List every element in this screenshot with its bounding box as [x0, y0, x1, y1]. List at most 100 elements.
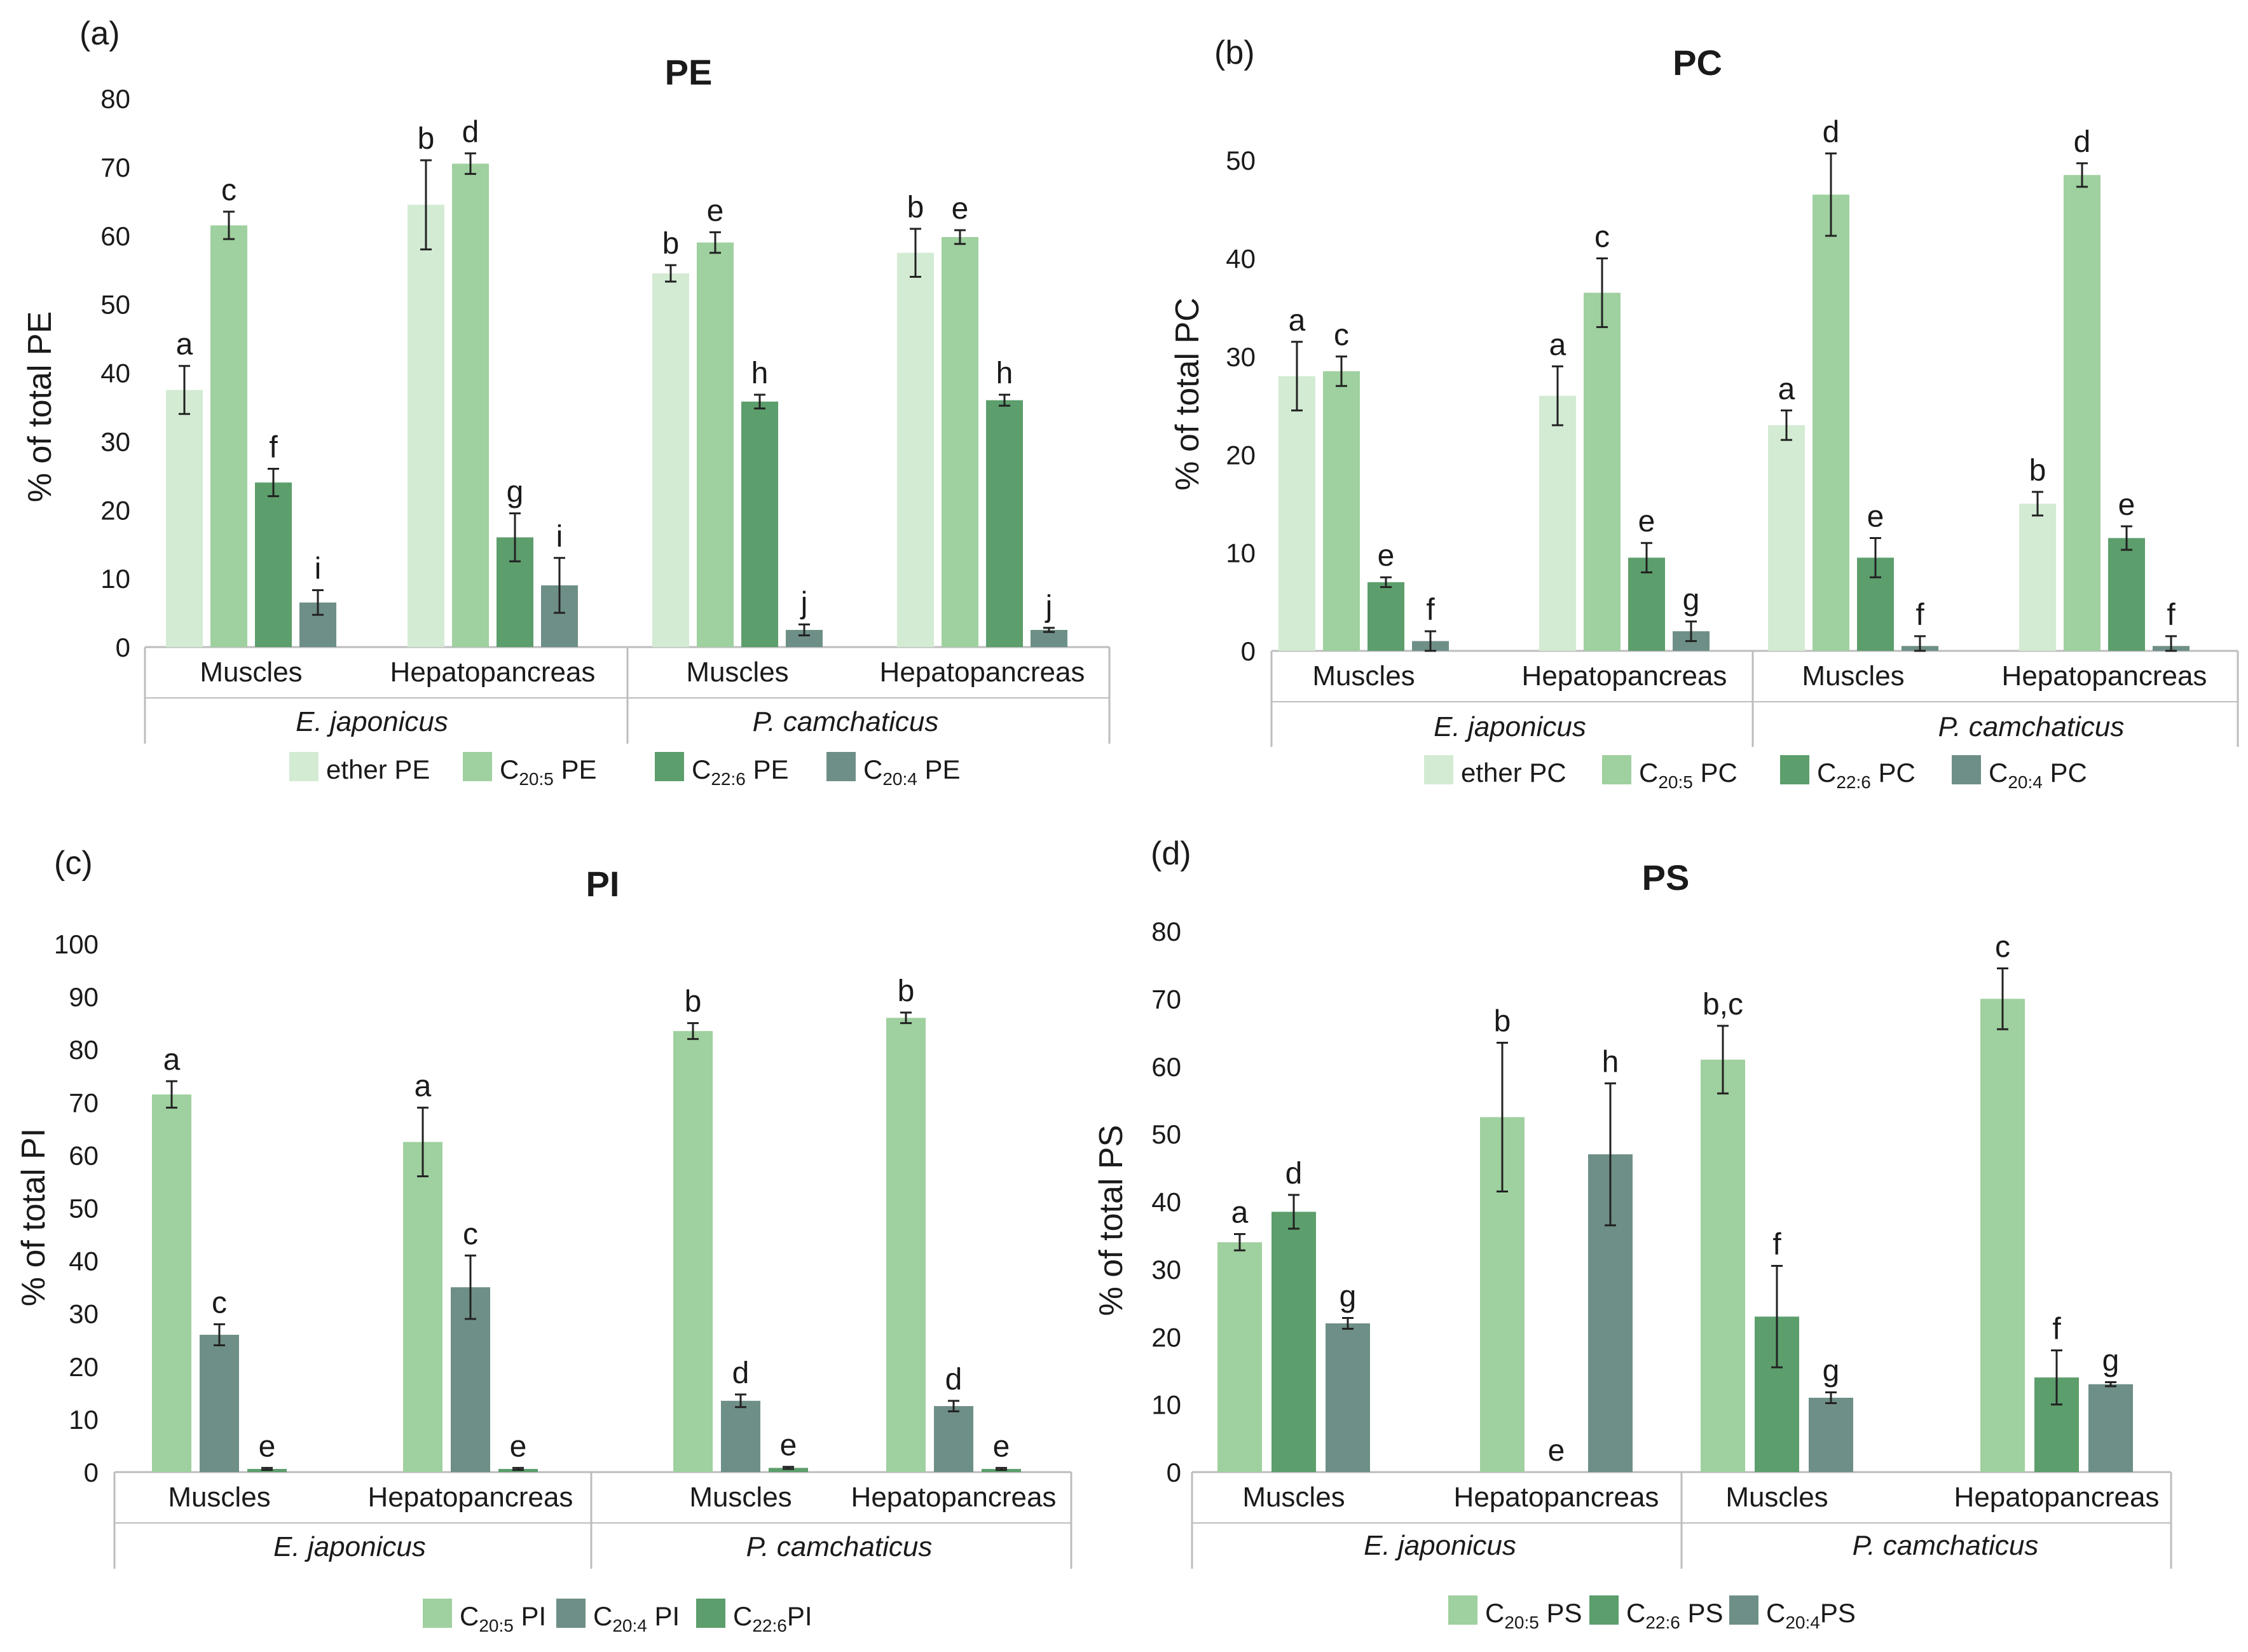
significance-letter: f [2052, 1313, 2061, 1346]
legend-swatch-c226 [1780, 755, 1809, 784]
legend-entry-c205: C20:5 PE [500, 754, 597, 789]
legend-text: ether PC [1461, 758, 1566, 788]
y-tick-label: 0 [1241, 636, 1256, 666]
legend-text: C [460, 1601, 479, 1631]
legend-entry-ether: ether PC [1461, 758, 1566, 788]
significance-letter: h [1602, 1045, 1619, 1079]
panel-label: (a) [79, 15, 120, 52]
significance-letter: a [1549, 328, 1566, 362]
significance-letter: b [898, 974, 915, 1008]
group-label: P. camchaticus [746, 1531, 933, 1562]
significance-letter: c [463, 1217, 478, 1251]
bar-ether [1768, 425, 1805, 651]
category-label: Hepatopancreas [880, 657, 1085, 688]
category-label: Hepatopancreas [368, 1482, 573, 1513]
y-tick-label: 50 [1226, 146, 1256, 175]
panel-label: (b) [1214, 34, 1255, 71]
bar-c205 [152, 1094, 191, 1472]
y-tick-label: 50 [100, 290, 130, 320]
significance-letter: a [163, 1043, 181, 1077]
significance-letter: b [685, 985, 702, 1019]
y-tick-label: 20 [69, 1352, 99, 1382]
y-tick-label: 60 [1151, 1052, 1181, 1082]
y-tick-label: 10 [69, 1405, 99, 1435]
chart-panel-ps: (d) PS % of total PS 0 10 20 30 40 50 60 70 80 Muscl… [1093, 835, 2172, 1632]
legend-swatch-c226 [1589, 1595, 1619, 1625]
bar-c204 [1326, 1323, 1370, 1472]
y-tick-label: 0 [1167, 1457, 1181, 1487]
legend-entry-c205: C20:5 PI [460, 1601, 546, 1635]
significance-letter: e [1548, 1434, 1565, 1468]
y-tick-label: 20 [1226, 440, 1256, 470]
y-tick-label: 10 [1151, 1390, 1181, 1420]
bar-c226 [2108, 538, 2145, 651]
category-label: Muscles [1242, 1482, 1345, 1513]
y-tick-label: 20 [100, 495, 130, 525]
legend-text-suffix: PC [2043, 758, 2087, 788]
legend-text-suffix: PS [1680, 1598, 1724, 1628]
bar-c205 [1584, 292, 1621, 651]
panel-label: (d) [1151, 835, 1191, 872]
legend-text: ether PE [326, 754, 430, 784]
legend-text-suffix: PI [514, 1601, 546, 1631]
significance-letter: f [1426, 593, 1435, 627]
y-tick-label: 70 [1151, 984, 1181, 1014]
significance-letter: d [945, 1363, 963, 1396]
legend-subscript: 22:6 [1836, 772, 1871, 792]
bar-c205 [452, 163, 489, 647]
category-label: Muscles [686, 657, 788, 688]
y-tick-label: 20 [1151, 1322, 1181, 1352]
significance-letter: d [732, 1356, 750, 1390]
y-tick-label: 80 [69, 1035, 99, 1065]
legend-swatch-ether [1424, 755, 1453, 784]
significance-letter: d [1823, 115, 1840, 149]
significance-letter: h [996, 357, 1013, 390]
bar-c226 [255, 482, 292, 647]
legend-text-suffix: PE [917, 754, 961, 784]
y-axis-label: % of total PC [1169, 297, 1206, 490]
bar-c205 [2064, 175, 2101, 651]
significance-letter: e [1638, 505, 1655, 538]
bar-c205 [1980, 999, 2025, 1472]
legend-swatch-ether [289, 752, 319, 781]
y-tick-label: 60 [100, 221, 130, 251]
category-label: Hepatopancreas [1454, 1482, 1659, 1513]
y-axis-label: % of total PI [15, 1128, 52, 1306]
significance-letter: i [315, 552, 322, 585]
category-label: Muscles [1725, 1482, 1828, 1513]
significance-letter: d [1285, 1157, 1303, 1191]
group-label: P. camchaticus [753, 706, 939, 737]
bar-ether [897, 252, 934, 647]
bar-c204 [2088, 1384, 2133, 1472]
chart-title: PC [1673, 43, 1722, 83]
y-tick-label: 70 [69, 1088, 99, 1117]
legend-entry-c226: C22:6 PS [1626, 1598, 1724, 1632]
panel-label: (c) [54, 845, 93, 882]
legend-text: C [1639, 758, 1658, 788]
significance-letter: e [1378, 539, 1395, 573]
group-label: E. japonicus [273, 1531, 426, 1562]
significance-letter: g [1340, 1280, 1357, 1313]
significance-letter: c [1594, 221, 1610, 254]
legend-text: C [1766, 1598, 1785, 1628]
significance-letter: f [2167, 598, 2176, 632]
chart-panel-pc: (b) PC % of total PC 0 10 20 30 40 50 Muscles Hepa… [1169, 34, 2239, 792]
y-axis-label: % of total PE [22, 311, 58, 503]
category-label: Hepatopancreas [1522, 660, 1727, 692]
y-tick-label: 80 [1151, 917, 1181, 946]
significance-letter: f [1772, 1228, 1781, 1262]
y-tick-label: 40 [1226, 244, 1256, 274]
legend-entry-c204: C20:4 PE [863, 754, 961, 789]
legend-entry-c226: C22:6 PC [1817, 758, 1916, 792]
bar-c204 [1809, 1397, 1853, 1472]
bar-ether [1539, 395, 1576, 651]
group-label: E. japonicus [1434, 711, 1586, 742]
y-axis-label: % of total PS [1093, 1125, 1130, 1316]
legend-text-suffix: PC [1693, 758, 1737, 788]
bar-c205 [942, 236, 978, 648]
legend-swatch-c226 [696, 1599, 725, 1628]
group-label: E. japonicus [296, 706, 448, 737]
chart-panel-pi: (c) PI % of total PI 0 10 20 30 40 50 60 70 80 90 100… [15, 845, 1073, 1635]
significance-letter: a [1778, 372, 1795, 406]
significance-letter: c [1334, 318, 1349, 352]
